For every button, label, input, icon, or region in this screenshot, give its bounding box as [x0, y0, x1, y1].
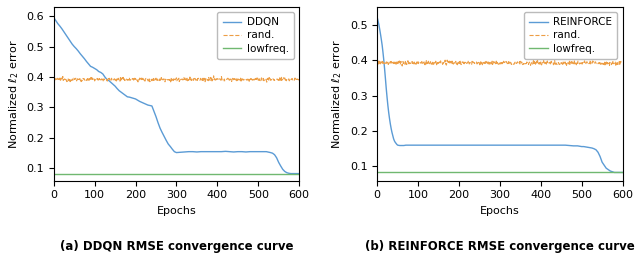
rand.: [612, 64, 620, 67]
Line: REINFORCE: REINFORCE: [377, 18, 623, 172]
rand.: [389, 61, 397, 64]
lowfreq.: [295, 172, 303, 175]
REINFORCE: [619, 171, 627, 174]
lowfreq.: [619, 171, 627, 174]
DDQN: [154, 121, 162, 124]
Line: DDQN: DDQN: [54, 18, 299, 174]
REINFORCE: [398, 144, 406, 147]
DDQN: [81, 57, 88, 60]
rand.: [420, 61, 428, 64]
REINFORCE: [598, 161, 606, 164]
rand.: [295, 77, 303, 80]
DDQN: [50, 16, 58, 19]
REINFORCE: [576, 145, 584, 148]
lowfreq.: [419, 171, 427, 174]
Legend: REINFORCE, rand., lowfreq.: REINFORCE, rand., lowfreq.: [524, 12, 618, 59]
Y-axis label: Normalized $\ell_2$ error: Normalized $\ell_2$ error: [330, 39, 344, 149]
DDQN: [287, 172, 295, 175]
Line: rand.: rand.: [377, 60, 623, 66]
rand.: [455, 62, 463, 65]
lowfreq.: [569, 171, 577, 174]
X-axis label: Epochs: Epochs: [480, 206, 520, 216]
rand.: [246, 77, 253, 80]
Y-axis label: Normalized $\ell_2$ error: Normalized $\ell_2$ error: [7, 39, 20, 149]
REINFORCE: [380, 59, 388, 62]
Line: rand.: rand.: [54, 76, 299, 82]
REINFORCE: [381, 77, 389, 80]
rand.: [603, 62, 611, 65]
lowfreq.: [287, 172, 295, 175]
lowfreq.: [454, 171, 462, 174]
lowfreq.: [373, 171, 381, 174]
rand.: [65, 79, 73, 82]
rand.: [131, 77, 139, 80]
DDQN: [246, 150, 254, 153]
rand.: [373, 62, 381, 65]
rand.: [50, 78, 58, 81]
rand.: [210, 74, 218, 77]
lowfreq.: [279, 172, 287, 175]
DDQN: [74, 50, 82, 53]
rand.: [96, 77, 104, 80]
rand.: [570, 61, 577, 64]
rand.: [444, 59, 451, 62]
DDQN: [89, 66, 97, 69]
X-axis label: Epochs: Epochs: [157, 206, 196, 216]
Legend: DDQN, rand., lowfreq.: DDQN, rand., lowfreq.: [218, 12, 294, 59]
lowfreq.: [602, 171, 610, 174]
rand.: [280, 76, 287, 79]
DDQN: [295, 172, 303, 175]
lowfreq.: [96, 172, 104, 175]
rand.: [398, 64, 406, 68]
REINFORCE: [404, 144, 412, 147]
rand.: [288, 77, 296, 80]
REINFORCE: [611, 171, 618, 174]
lowfreq.: [131, 172, 139, 175]
REINFORCE: [373, 16, 381, 19]
lowfreq.: [611, 171, 619, 174]
rand.: [263, 80, 271, 84]
rand.: [619, 61, 627, 64]
Text: (b) REINFORCE RMSE convergence curve: (b) REINFORCE RMSE convergence curve: [365, 240, 635, 253]
lowfreq.: [50, 172, 58, 175]
lowfreq.: [65, 172, 73, 175]
DDQN: [209, 150, 217, 153]
lowfreq.: [245, 172, 253, 175]
lowfreq.: [389, 171, 397, 174]
Text: (a) DDQN RMSE convergence curve: (a) DDQN RMSE convergence curve: [60, 240, 293, 253]
